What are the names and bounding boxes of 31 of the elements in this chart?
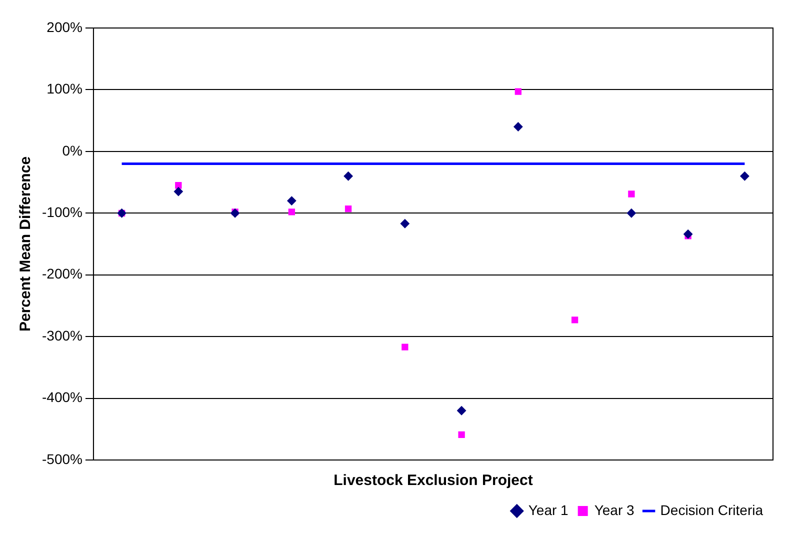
point bbox=[175, 182, 182, 189]
point bbox=[400, 219, 410, 228]
x-axis-title: Livestock Exclusion Project bbox=[334, 472, 533, 490]
point bbox=[684, 230, 693, 239]
y-tick-label: -400% bbox=[42, 389, 82, 406]
point bbox=[740, 172, 750, 181]
y-tick-label: 100% bbox=[46, 80, 82, 97]
y-tick-label: -100% bbox=[42, 204, 82, 220]
point bbox=[628, 190, 635, 198]
y-tick-label: -500% bbox=[42, 450, 82, 467]
point bbox=[402, 344, 408, 350]
point bbox=[344, 172, 353, 181]
y-tick-label: -300% bbox=[42, 327, 82, 344]
point bbox=[230, 208, 240, 218]
legend-label: Decision Criteria bbox=[660, 502, 764, 518]
y-tick-label: -200% bbox=[42, 266, 82, 282]
y-axis-title: Percent Mean Difference bbox=[17, 156, 34, 332]
point bbox=[344, 205, 352, 212]
legend-label: Year 1 bbox=[528, 502, 569, 518]
y-tick-label: 0% bbox=[62, 142, 82, 158]
point bbox=[288, 208, 295, 216]
point bbox=[287, 196, 296, 206]
y-tick-label: 200% bbox=[46, 18, 82, 35]
point bbox=[458, 431, 465, 438]
legend-label: Year 3 bbox=[594, 502, 635, 518]
point bbox=[174, 187, 183, 196]
point bbox=[626, 208, 636, 218]
point bbox=[514, 88, 522, 95]
point bbox=[571, 316, 578, 324]
point bbox=[514, 122, 523, 132]
point bbox=[457, 406, 466, 416]
